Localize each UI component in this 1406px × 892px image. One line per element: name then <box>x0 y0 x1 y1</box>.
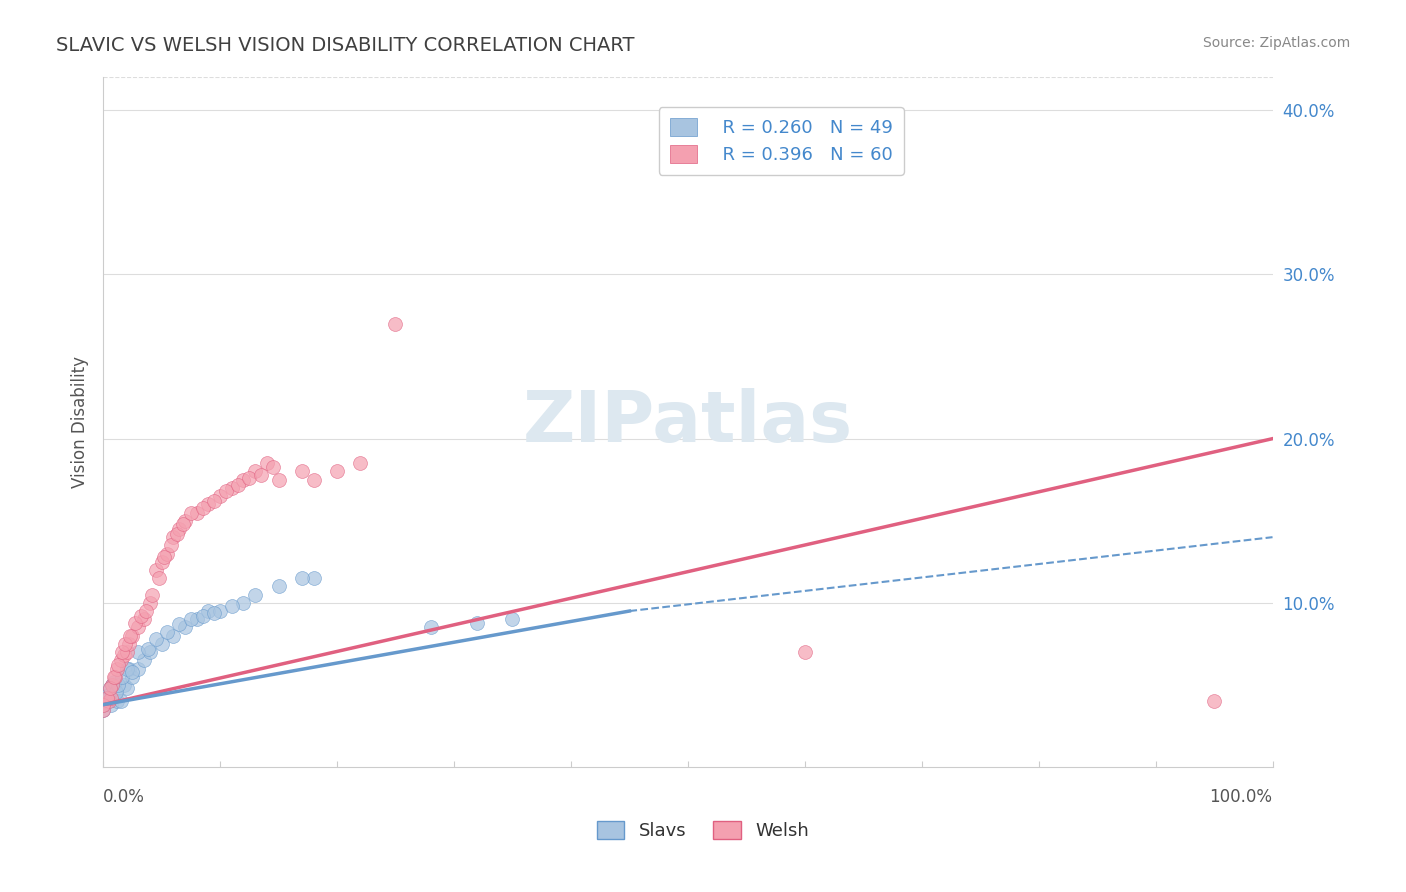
Text: SLAVIC VS WELSH VISION DISABILITY CORRELATION CHART: SLAVIC VS WELSH VISION DISABILITY CORREL… <box>56 36 634 54</box>
Y-axis label: Vision Disability: Vision Disability <box>72 356 89 488</box>
Legend: Slavs, Welsh: Slavs, Welsh <box>591 814 815 847</box>
Text: 100.0%: 100.0% <box>1209 788 1272 805</box>
Text: Source: ZipAtlas.com: Source: ZipAtlas.com <box>1202 36 1350 50</box>
Text: ZIPatlas: ZIPatlas <box>523 388 853 457</box>
Legend:   R = 0.260   N = 49,   R = 0.396   N = 60: R = 0.260 N = 49, R = 0.396 N = 60 <box>659 107 904 175</box>
Text: 0.0%: 0.0% <box>103 788 145 805</box>
